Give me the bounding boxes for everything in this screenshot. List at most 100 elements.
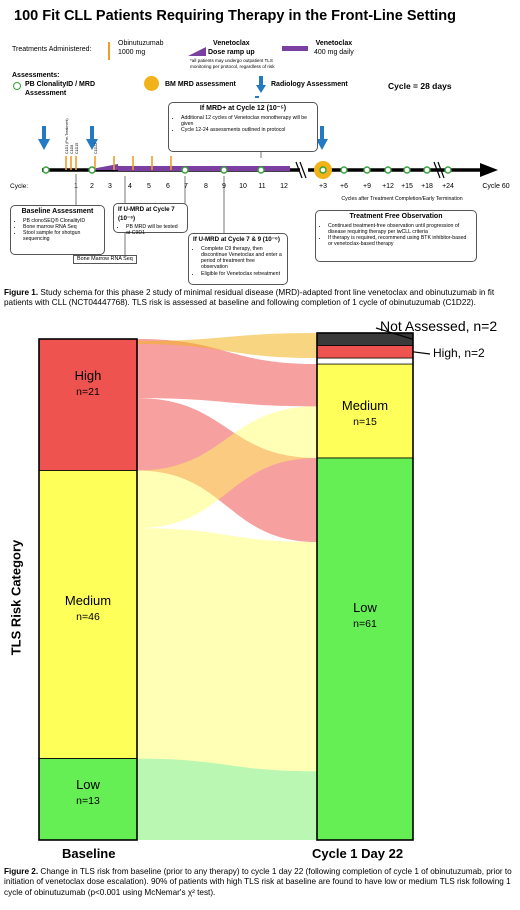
baseline-node-high	[38, 338, 138, 471]
figure1-caption: Figure 1. Study schema for this phase 2 …	[4, 288, 516, 309]
umrd-cycle7-title: If U-MRD at Cycle 7 (10⁻⁶)	[118, 206, 175, 222]
obinutuzumab-label: Obinutuzumab	[118, 40, 164, 47]
venetoclax-swatch	[282, 46, 308, 51]
baseline-item: Bone marrow RNA Seq	[23, 224, 100, 230]
venetoclax-legend: Venetoclax 400 mg daily	[314, 40, 354, 57]
baseline-high-name: High	[74, 368, 102, 383]
obinutuzumab-dose: 1000 mg	[118, 48, 146, 56]
pb-mrd-label-2: Assessment	[25, 89, 67, 97]
c1d22-low-count: n=61	[353, 618, 377, 630]
mrd-cycle12-box: If MRD+ at Cycle 12 (10⁻⁵) Additional 12…	[168, 102, 318, 152]
baseline-high-count: n=21	[76, 386, 100, 398]
cycle-end-label: Cycle 60	[482, 183, 509, 190]
baseline-node-low	[38, 758, 138, 841]
mrd-cycle12-title: If MRD+ at Cycle 12 (10⁻⁵)	[199, 105, 287, 112]
cycle-label: +9	[363, 183, 371, 190]
baseline-medium-label: Medium n=46	[40, 593, 136, 625]
baseline-item: Stool sample for shotgun sequencing	[23, 230, 100, 243]
umrd-cycle7-9-list: Complete C9 therapy, then discontinue Ve…	[193, 246, 283, 277]
treatments-label: Treatments Administered:	[12, 46, 92, 53]
venetoclax-ramp-legend: Venetoclax Dose ramp up	[208, 40, 255, 57]
flow-to-high-c1d22	[137, 333, 317, 359]
obinutuzumab-legend: Obinutuzumab 1000 mg	[118, 40, 164, 57]
cycle-label: 8	[204, 183, 208, 190]
flow-high-to-low	[137, 398, 317, 543]
study-schema: C1D1 (Pre-Treatment) C1D8 C1D15 C1D22 12…	[10, 96, 510, 258]
umrd-cycle7-9-item: Eligible for Venetoclax retreatment	[201, 271, 283, 277]
cycle-label: 6	[166, 183, 170, 190]
umrd-cycle7-item: PB MRD will be tested at C9D1	[126, 224, 183, 237]
svg-text:Cycles after Treatment Complet: Cycles after Treatment Completion/Early …	[341, 196, 462, 202]
umrd-cycle7-9-box: If U-MRD at Cycle 7 & 9 (10⁻⁶) Complete …	[188, 233, 288, 285]
flow-medium-to-low	[137, 528, 317, 772]
pb-mrd-label: PB ClonalityID / MRD	[25, 81, 96, 88]
c1d22-medium-count: n=15	[353, 416, 377, 428]
cycle-label: 3	[108, 183, 112, 190]
venetoclax-title: Venetoclax	[315, 40, 353, 47]
venetoclax-ramp-title: Venetoclax	[213, 40, 250, 47]
cycle-label: +24	[442, 183, 454, 190]
radiology-arrows	[38, 96, 328, 150]
c1d22-column-frame	[316, 332, 414, 841]
baseline-node-medium	[38, 470, 138, 759]
bm-rna-seq-label: Bone Marrow RNA Seq	[73, 255, 137, 264]
baseline-assessment-box: Baseline Assessment PB clonoSEQ® Clonali…	[10, 205, 105, 255]
assessments-label: Assessments:	[12, 72, 60, 79]
pb-mrd-legend: PB ClonalityID / MRD Assessment	[25, 81, 95, 98]
cycle-label: 12	[280, 183, 288, 190]
cycle-label: +18	[421, 183, 433, 190]
bm-mrd-icon	[144, 76, 159, 91]
tick-label-c1d8: C1D8	[70, 145, 74, 154]
figure2-caption: Figure 2. Change in TLS risk from baseli…	[4, 867, 516, 898]
c1d22-medium-label: Medium n=15	[318, 398, 412, 430]
radiology-arrow-icon	[256, 76, 266, 93]
not-assessed-label: Not Assessed, n=2	[380, 318, 498, 334]
c1d22-high-label: High, n=2	[433, 346, 485, 360]
cycle-days-label: Cycle = 28 days	[388, 81, 452, 91]
treatment-free-observation-box: Treatment Free Observation Continued tre…	[315, 210, 477, 262]
not-assessed-leader	[375, 327, 414, 340]
cycle-label: 7	[184, 183, 188, 190]
umrd-cycle7-9-title: If U-MRD at Cycle 7 & 9 (10⁻⁶)	[193, 236, 280, 243]
y-axis-label: TLS Risk Category	[8, 539, 24, 656]
c1d22-node-high	[316, 345, 414, 359]
cycle-label: 4	[128, 183, 132, 190]
cycle-label: 10	[239, 183, 247, 190]
baseline-column-frame	[38, 338, 138, 841]
baseline-list: PB clonoSEQ® ClonalityID Bone marrow RNA…	[15, 218, 100, 243]
baseline-low-label: Low n=13	[40, 777, 136, 809]
c1d22-node-medium	[316, 363, 414, 459]
umrd-cycle7-list: PB MRD will be tested at C9D1	[118, 224, 183, 237]
baseline-medium-name: Medium	[64, 593, 112, 608]
cycle-label: +3	[319, 183, 327, 190]
cycle-label: 2	[90, 183, 94, 190]
baseline-low-count: n=13	[76, 795, 100, 807]
venetoclax-ramp-sub: Dose ramp up	[208, 48, 255, 56]
baseline-high-label: High n=21	[40, 368, 136, 400]
tick-label-c1d22: C1D22	[94, 143, 98, 154]
figure1-caption-text: Study schema for this phase 2 study of m…	[4, 288, 495, 308]
bm-mrd-label: BM MRD assessment	[165, 81, 236, 88]
radiology-label: Radiology Assessment	[271, 81, 348, 88]
pb-mrd-icon	[13, 82, 21, 90]
tick-label-c1d15: C1D15	[75, 143, 79, 154]
venetoclax-dose: 400 mg daily	[314, 48, 354, 56]
c1d22-low-label: Low n=61	[318, 600, 412, 632]
cycle-label: 11	[258, 183, 265, 190]
obinutuzumab-swatch	[108, 42, 110, 60]
tfo-title: Treatment Free Observation	[349, 213, 443, 220]
c1d22-node-low	[316, 457, 414, 841]
venetoclax-ramp-note: *all patients may undergo outpatient TLS…	[190, 58, 275, 69]
flow-low-to-low	[137, 758, 317, 840]
tick-label-c1d1: C1D1 (Pre-Treatment)	[65, 118, 69, 154]
umrd-cycle7-box: If U-MRD at Cycle 7 (10⁻⁶) PB MRD will b…	[113, 203, 188, 236]
flow-high-to-medium	[137, 339, 317, 407]
baseline-medium-count: n=46	[76, 611, 100, 623]
figure2-caption-label: Figure 2.	[4, 867, 39, 876]
mrd-cycle12-item: Cycle 12-24 assessments outlined in prot…	[181, 127, 313, 133]
baseline-title: Baseline Assessment	[21, 208, 94, 215]
umrd-cycle7-9-item: Complete C9 therapy, then discontinue Ve…	[201, 246, 283, 271]
tfo-item: Continued treatment-free observation unt…	[328, 223, 472, 236]
c1d22-column-label: Cycle 1 Day 22	[312, 846, 404, 861]
